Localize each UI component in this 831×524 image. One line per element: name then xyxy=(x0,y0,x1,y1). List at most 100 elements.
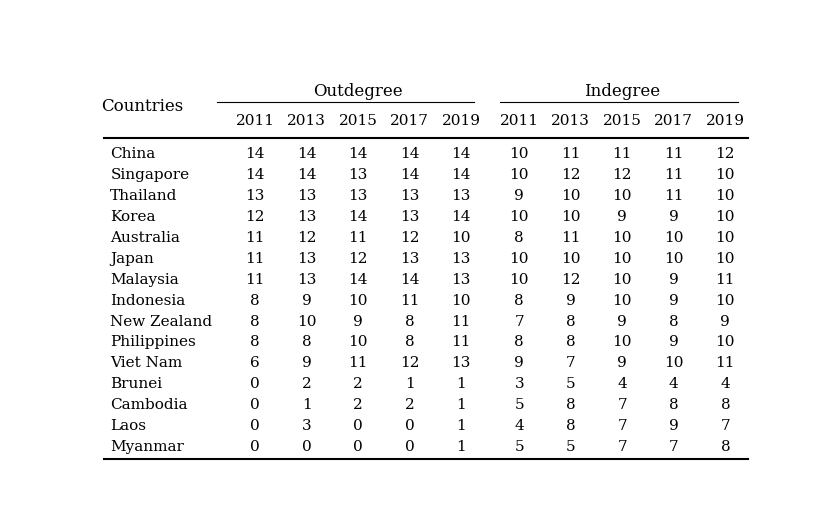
Text: Malaysia: Malaysia xyxy=(111,272,179,287)
Text: 10: 10 xyxy=(715,168,735,182)
Text: 13: 13 xyxy=(451,272,471,287)
Text: 9: 9 xyxy=(669,272,679,287)
Text: 13: 13 xyxy=(245,189,265,203)
Text: 9: 9 xyxy=(720,314,730,329)
Text: 8: 8 xyxy=(250,293,260,308)
Text: 0: 0 xyxy=(250,440,260,454)
Text: Countries: Countries xyxy=(101,98,184,115)
Text: 8: 8 xyxy=(566,419,576,433)
Text: 12: 12 xyxy=(561,272,581,287)
Text: 1: 1 xyxy=(456,440,466,454)
Text: Cambodia: Cambodia xyxy=(111,398,188,412)
Text: 14: 14 xyxy=(451,210,471,224)
Text: Philippines: Philippines xyxy=(111,335,196,350)
Text: 11: 11 xyxy=(612,147,632,161)
Text: 10: 10 xyxy=(561,210,581,224)
Text: 10: 10 xyxy=(715,189,735,203)
Text: 0: 0 xyxy=(353,419,363,433)
Text: 9: 9 xyxy=(514,189,524,203)
Text: 10: 10 xyxy=(612,252,632,266)
Text: 10: 10 xyxy=(509,252,529,266)
Text: 7: 7 xyxy=(617,419,627,433)
Text: 2013: 2013 xyxy=(288,114,327,128)
Text: 13: 13 xyxy=(348,168,368,182)
Text: 7: 7 xyxy=(514,314,524,329)
Text: 10: 10 xyxy=(715,252,735,266)
Text: 10: 10 xyxy=(509,210,529,224)
Text: 8: 8 xyxy=(720,440,730,454)
Text: 10: 10 xyxy=(348,335,368,350)
Text: 5: 5 xyxy=(514,440,524,454)
Text: 11: 11 xyxy=(348,356,368,370)
Text: 11: 11 xyxy=(451,335,471,350)
Text: 11: 11 xyxy=(561,147,581,161)
Text: 12: 12 xyxy=(400,231,420,245)
Text: 10: 10 xyxy=(612,231,632,245)
Text: 14: 14 xyxy=(348,272,368,287)
Text: 2: 2 xyxy=(302,377,312,391)
Text: 14: 14 xyxy=(245,147,265,161)
Text: 1: 1 xyxy=(456,419,466,433)
Text: 2019: 2019 xyxy=(442,114,481,128)
Text: 12: 12 xyxy=(348,252,368,266)
Text: 2011: 2011 xyxy=(236,114,275,128)
Text: 13: 13 xyxy=(451,356,471,370)
Text: 3: 3 xyxy=(302,419,312,433)
Text: 10: 10 xyxy=(612,189,632,203)
Text: 11: 11 xyxy=(664,189,684,203)
Text: Korea: Korea xyxy=(111,210,156,224)
Text: 14: 14 xyxy=(400,272,420,287)
Text: 10: 10 xyxy=(715,231,735,245)
Text: 9: 9 xyxy=(566,293,576,308)
Text: Brunei: Brunei xyxy=(111,377,162,391)
Text: 9: 9 xyxy=(669,293,679,308)
Text: 9: 9 xyxy=(353,314,363,329)
Text: 6: 6 xyxy=(250,356,260,370)
Text: 14: 14 xyxy=(297,147,317,161)
Text: 10: 10 xyxy=(612,335,632,350)
Text: 10: 10 xyxy=(297,314,317,329)
Text: 5: 5 xyxy=(566,440,576,454)
Text: 10: 10 xyxy=(561,252,581,266)
Text: 0: 0 xyxy=(405,419,415,433)
Text: 1: 1 xyxy=(456,377,466,391)
Text: 11: 11 xyxy=(400,293,420,308)
Text: 12: 12 xyxy=(245,210,265,224)
Text: 8: 8 xyxy=(720,398,730,412)
Text: 10: 10 xyxy=(509,147,529,161)
Text: 1: 1 xyxy=(405,377,415,391)
Text: 14: 14 xyxy=(245,168,265,182)
Text: 9: 9 xyxy=(514,356,524,370)
Text: 8: 8 xyxy=(566,314,576,329)
Text: Singapore: Singapore xyxy=(111,168,189,182)
Text: 2013: 2013 xyxy=(551,114,590,128)
Text: 10: 10 xyxy=(509,272,529,287)
Text: 2017: 2017 xyxy=(654,114,693,128)
Text: 2015: 2015 xyxy=(339,114,378,128)
Text: 4: 4 xyxy=(669,377,679,391)
Text: 2019: 2019 xyxy=(706,114,745,128)
Text: 9: 9 xyxy=(669,335,679,350)
Text: 5: 5 xyxy=(566,377,576,391)
Text: 13: 13 xyxy=(297,210,317,224)
Text: 3: 3 xyxy=(514,377,524,391)
Text: Laos: Laos xyxy=(111,419,146,433)
Text: 4: 4 xyxy=(720,377,730,391)
Text: 13: 13 xyxy=(297,252,317,266)
Text: 14: 14 xyxy=(297,168,317,182)
Text: 12: 12 xyxy=(612,168,632,182)
Text: 2: 2 xyxy=(353,398,363,412)
Text: 2: 2 xyxy=(353,377,363,391)
Text: 8: 8 xyxy=(514,335,524,350)
Text: 11: 11 xyxy=(664,147,684,161)
Text: 11: 11 xyxy=(451,314,471,329)
Text: New Zealand: New Zealand xyxy=(111,314,213,329)
Text: Viet Nam: Viet Nam xyxy=(111,356,183,370)
Text: 0: 0 xyxy=(353,440,363,454)
Text: 9: 9 xyxy=(617,356,627,370)
Text: 11: 11 xyxy=(715,272,735,287)
Text: 8: 8 xyxy=(566,335,576,350)
Text: Indonesia: Indonesia xyxy=(111,293,185,308)
Text: 13: 13 xyxy=(451,189,471,203)
Text: 1: 1 xyxy=(302,398,312,412)
